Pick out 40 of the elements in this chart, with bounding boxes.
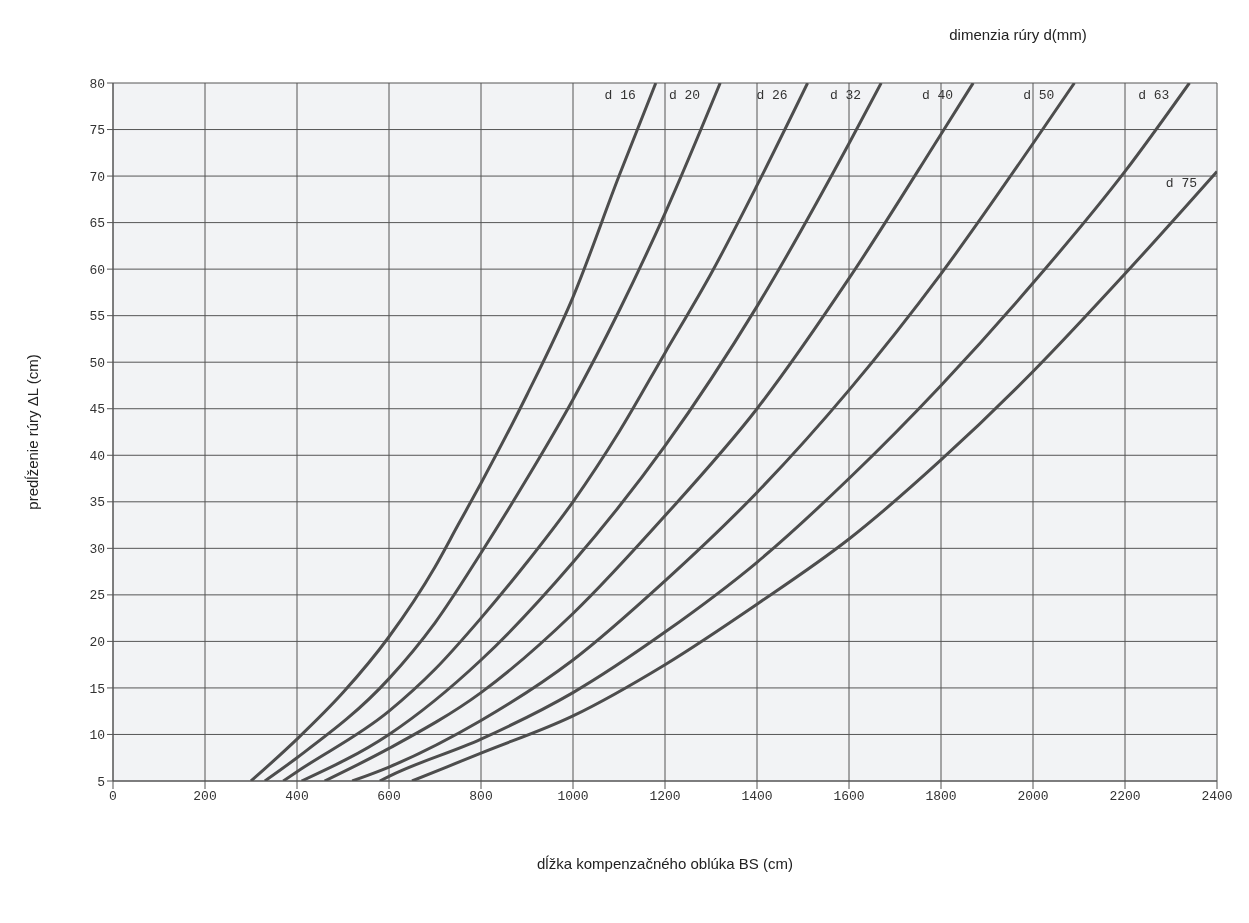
x-tick-label: 1600 [833, 789, 865, 805]
x-tick-label: 1400 [741, 789, 773, 805]
x-tick-label: 400 [285, 789, 309, 805]
x-tick-label: 1000 [557, 789, 589, 805]
x-tick-label: 2000 [1017, 789, 1049, 805]
x-tick-label: 200 [193, 789, 217, 805]
text: dimenzia rúry d(mm) [948, 26, 1088, 43]
series-label: d 75 [1165, 176, 1197, 192]
y-tick-label: 45 [89, 402, 105, 418]
x-tick-label: 600 [377, 789, 401, 805]
series-label: d 26 [756, 88, 788, 103]
x-tick-label: 0 [109, 789, 117, 805]
y-tick-label: 25 [89, 588, 105, 604]
x-tick-label: 2400 [1201, 789, 1233, 805]
y-tick-label: 30 [89, 541, 105, 557]
y-tick-label: 35 [89, 495, 105, 511]
series-label: d 50 [1023, 88, 1055, 103]
series-label: d 32 [829, 88, 862, 103]
series-label: d 63 [1138, 88, 1170, 103]
y-tick-label: 50 [89, 355, 105, 371]
y-tick-label: 10 [89, 728, 105, 744]
y-tick-label: 70 [89, 169, 105, 185]
x-tick-label: 2200 [1109, 789, 1141, 805]
x-tick-label: 1200 [649, 789, 681, 805]
series-label: d 16 [604, 88, 636, 103]
y-axis-title: predĺženie rúry ΔL (cm) [24, 354, 42, 510]
y-tick-label: 40 [89, 448, 105, 464]
y-tick-label: 75 [89, 123, 105, 139]
y-tick-label: 15 [89, 681, 105, 697]
y-tick-label: 20 [89, 635, 105, 651]
x-tick-label: 800 [469, 789, 493, 805]
series-label: d 20 [668, 88, 701, 103]
y-tick-label: 55 [89, 309, 105, 325]
x-tick-label: 1800 [925, 789, 957, 805]
y-tick-label: 80 [89, 76, 105, 92]
series-label: d 40 [921, 88, 954, 103]
y-tick-label: 5 [97, 774, 105, 790]
y-tick-label: 65 [89, 216, 105, 232]
x-axis-title: dĺžka kompenzačného oblúka BS (cm) [537, 855, 793, 872]
y-tick-label: 60 [89, 262, 105, 278]
